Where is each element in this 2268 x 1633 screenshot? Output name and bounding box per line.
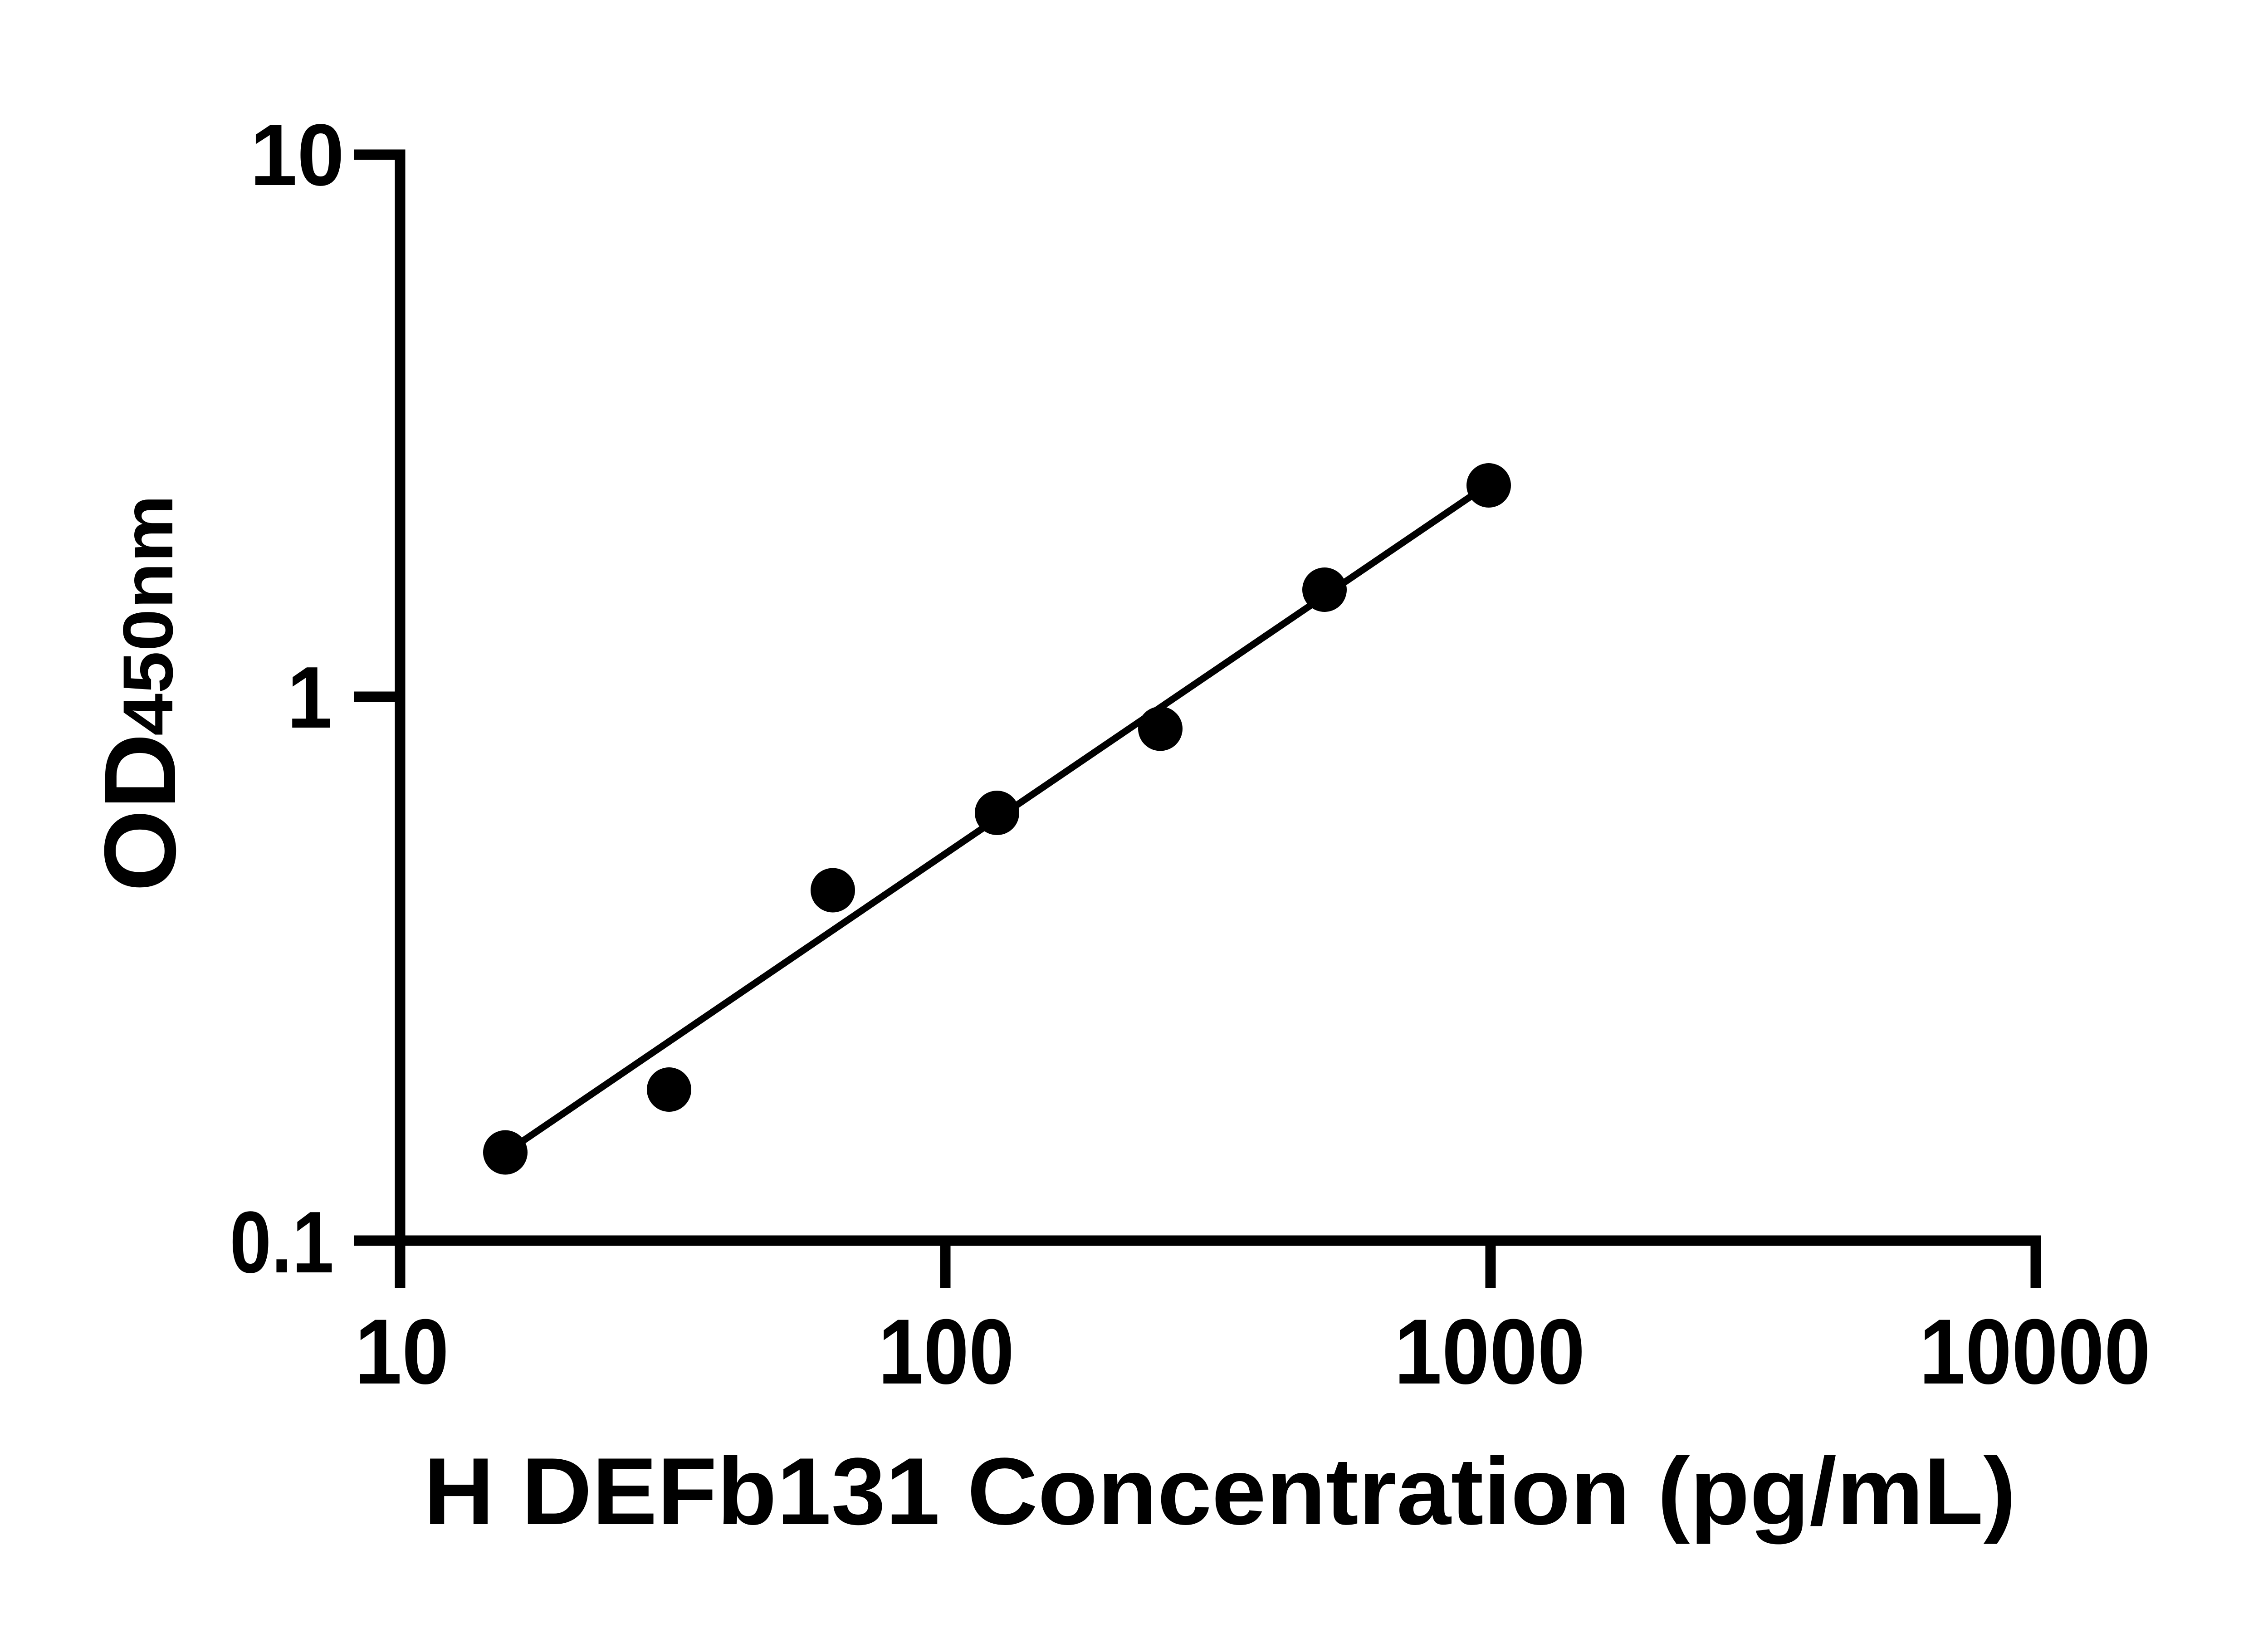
svg-text:0.1: 0.1: [230, 1193, 334, 1291]
svg-text:100: 100: [878, 1300, 1014, 1403]
svg-text:10: 10: [250, 106, 344, 204]
svg-text:450nm: 450nm: [108, 495, 187, 736]
svg-text:OD: OD: [83, 733, 197, 892]
svg-text:10000: 10000: [1919, 1300, 2151, 1403]
svg-text:1: 1: [287, 648, 332, 746]
svg-text:1000: 1000: [1394, 1300, 1585, 1403]
svg-text:10: 10: [355, 1300, 449, 1403]
svg-text:H DEFb131 Concentration (pg/mL: H DEFb131 Concentration (pg/mL): [424, 1438, 2016, 1545]
